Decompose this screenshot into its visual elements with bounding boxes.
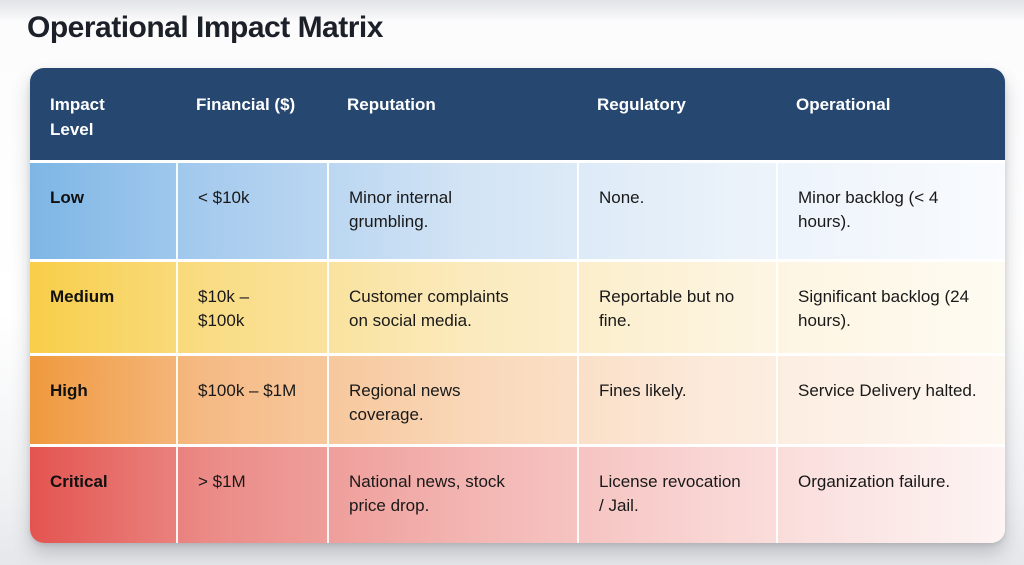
cell-medium-level: Medium: [50, 287, 115, 306]
cell-critical-reputation: National news, stock price drop.: [327, 447, 577, 543]
table-row-medium: Medium $10k – $100k Customer complaints on…: [30, 262, 1005, 353]
cell-high-regulatory: Fines likely.: [577, 356, 776, 444]
table-row-low: Low < $10k Minor internal grumbling. None. M…: [30, 163, 1005, 259]
cell-high-financial: $100k – $1M: [176, 356, 327, 444]
cell-high-level: High: [50, 381, 88, 400]
column-header-financial: Financial ($): [196, 95, 296, 114]
cell-critical-financial: > $1M: [176, 447, 327, 543]
cell-low-operational: Minor backlog (< 4 hours).: [776, 163, 1005, 259]
table-row-critical: Critical > $1M National news, stock price …: [30, 447, 1005, 543]
cell-medium-operational: Significant backlog (24 hours).: [776, 262, 1005, 353]
cell-critical-regulatory: License revocation / Jail.: [577, 447, 776, 543]
cell-critical-operational: Organization failure.: [776, 447, 1005, 543]
page-title: Operational Impact Matrix: [27, 11, 383, 44]
column-header-impact-level: Impact Level: [50, 95, 105, 139]
table-body: Low < $10k Minor internal grumbling. None. M…: [30, 163, 1005, 543]
column-header-operational: Operational: [796, 95, 891, 114]
cell-medium-financial: $10k – $100k: [176, 262, 327, 353]
cell-high-reputation: Regional news coverage.: [327, 356, 577, 444]
impact-matrix-table: Impact Level Financial ($) Reputation Re…: [30, 68, 1005, 543]
cell-low-level: Low: [50, 188, 84, 207]
column-header-regulatory: Regulatory: [597, 95, 686, 114]
cell-critical-level: Critical: [50, 472, 108, 491]
cell-medium-regulatory: Reportable but no fine.: [577, 262, 776, 353]
cell-low-reputation: Minor internal grumbling.: [327, 163, 577, 259]
cell-high-operational: Service Delivery halted.: [776, 356, 1005, 444]
table-header-row: Impact Level Financial ($) Reputation Re…: [30, 68, 1005, 160]
column-header-reputation: Reputation: [347, 95, 436, 114]
cell-medium-reputation: Customer complaints on social media.: [327, 262, 577, 353]
cell-low-financial: < $10k: [176, 163, 327, 259]
cell-low-regulatory: None.: [577, 163, 776, 259]
table-row-high: High $100k – $1M Regional news coverage. Fi…: [30, 356, 1005, 444]
